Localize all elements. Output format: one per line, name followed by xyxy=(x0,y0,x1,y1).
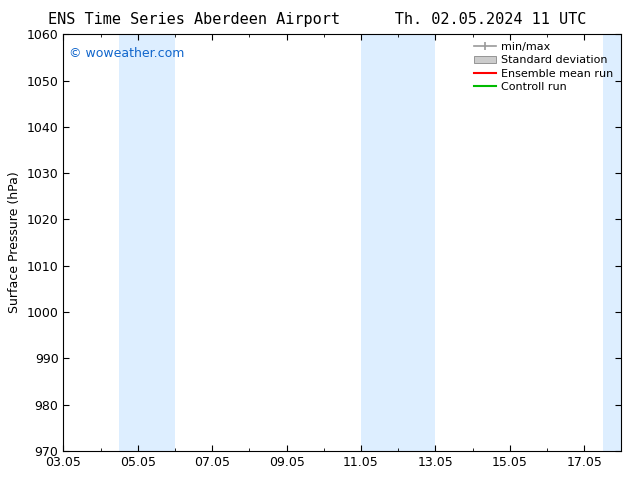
Legend: min/max, Standard deviation, Ensemble mean run, Controll run: min/max, Standard deviation, Ensemble me… xyxy=(469,38,618,97)
Y-axis label: Surface Pressure (hPa): Surface Pressure (hPa) xyxy=(8,172,21,314)
Bar xyxy=(361,34,436,451)
Text: © woweather.com: © woweather.com xyxy=(69,47,184,60)
Bar xyxy=(119,34,175,451)
Bar xyxy=(603,34,621,451)
Text: ENS Time Series Aberdeen Airport      Th. 02.05.2024 11 UTC: ENS Time Series Aberdeen Airport Th. 02.… xyxy=(48,12,586,27)
